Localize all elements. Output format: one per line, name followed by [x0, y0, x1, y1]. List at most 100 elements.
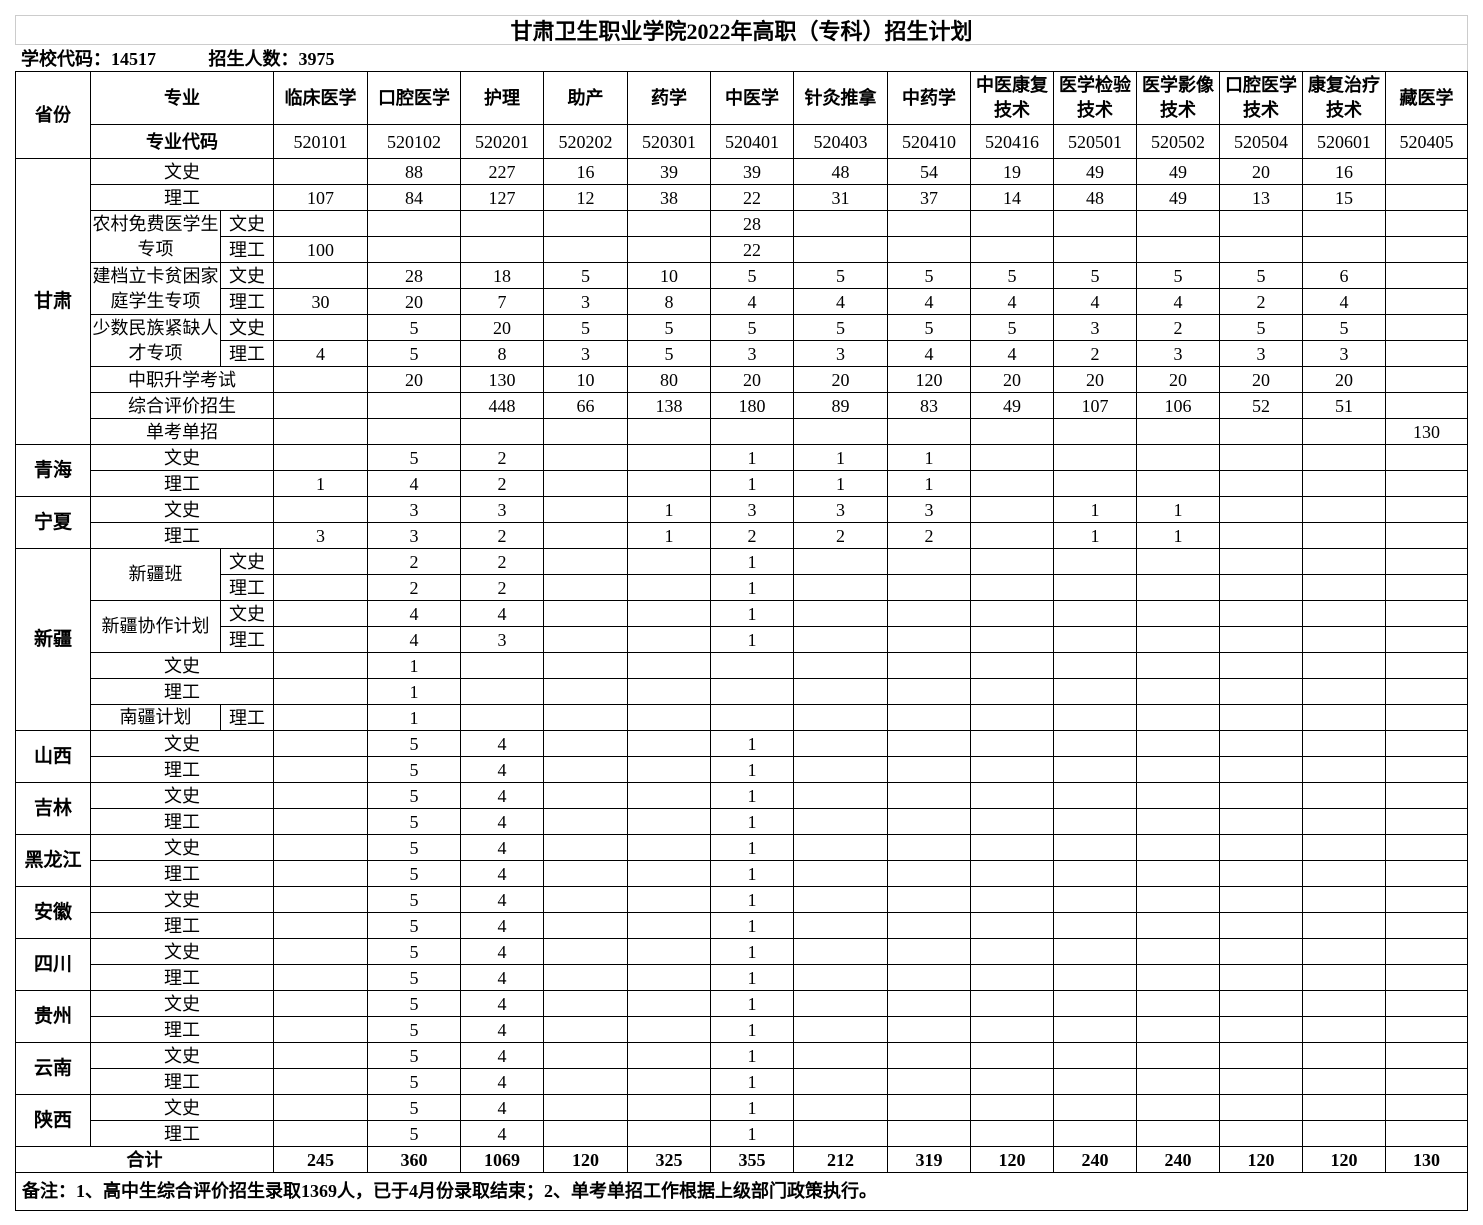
quota-cell	[887, 912, 971, 939]
quota-cell	[1302, 1042, 1386, 1069]
quota-cell	[273, 652, 368, 679]
quota-cell: 5	[367, 990, 461, 1017]
table-row: 理工 2 2 1	[16, 574, 1468, 601]
quota-cell	[1053, 730, 1137, 757]
quota-cell	[627, 236, 711, 263]
quota-cell	[543, 522, 628, 549]
quota-cell	[1302, 444, 1386, 471]
table-row: 甘肃 文史 88 227 16 39 39 48 54 19 49 49 20 16	[15, 158, 1468, 445]
quota-cell: 1	[710, 860, 794, 887]
quota-cell	[1136, 860, 1220, 887]
quota-cell: 2	[460, 470, 544, 497]
quota-cell	[627, 678, 711, 705]
quota-cell: 4	[460, 1094, 544, 1121]
category-label: 文史	[90, 158, 274, 185]
subject-label: 文史	[220, 262, 274, 289]
quota-cell: 28	[710, 210, 794, 237]
quota-cell	[1385, 730, 1468, 757]
quota-cell: 2	[460, 444, 544, 471]
quota-cell	[887, 886, 971, 913]
quota-cell	[1053, 834, 1137, 861]
total-cell: 130	[1385, 1146, 1468, 1173]
quota-cell	[627, 1042, 711, 1069]
quota-cell: 39	[710, 158, 794, 185]
subject-label: 文史	[220, 210, 274, 237]
table-row: 青海 文史 5 2 1 1 1	[15, 444, 1468, 497]
quota-cell	[970, 730, 1054, 757]
quota-cell	[1053, 964, 1137, 991]
quota-cell	[1385, 600, 1468, 627]
quota-cell: 1	[710, 912, 794, 939]
quota-cell	[543, 938, 628, 965]
quota-cell: 5	[1302, 314, 1386, 341]
quota-cell	[970, 444, 1054, 471]
quota-cell	[627, 210, 711, 237]
quota-cell	[1385, 444, 1468, 471]
quota-cell: 2	[1136, 314, 1220, 341]
table-row: 理工 5 4 1	[16, 964, 1468, 991]
quota-cell	[1136, 236, 1220, 263]
quota-cell	[273, 210, 368, 237]
quota-cell	[460, 678, 544, 705]
quota-cell	[543, 834, 628, 861]
quota-cell: 2	[460, 522, 544, 549]
quota-cell: 20	[460, 314, 544, 341]
quota-cell	[273, 834, 368, 861]
quota-cell	[970, 652, 1054, 679]
quota-cell	[1302, 808, 1386, 835]
quota-cell	[1385, 912, 1468, 939]
quota-cell: 6	[1302, 262, 1386, 289]
quota-cell: 48	[793, 158, 888, 185]
quota-cell	[1053, 210, 1137, 237]
quota-cell	[1219, 990, 1303, 1017]
table-row: 建档立卡贫困家庭学生专项 文史 28 18 5 10 5 5 5 5 5 5 5 6	[16, 262, 1468, 315]
table-row: 理工 30 20 7 3 8 4 4 4 4 4 4 2 4	[16, 288, 1468, 315]
sheet-title: 甘肃卫生职业学院2022年高职（专科）招生计划	[15, 15, 1468, 45]
quota-cell	[1302, 470, 1386, 497]
quota-cell	[627, 912, 711, 939]
quota-cell	[1302, 912, 1386, 939]
quota-cell	[1302, 782, 1386, 809]
quota-cell	[1053, 548, 1137, 575]
major-code: 520502	[1136, 124, 1220, 159]
category-label: 理工	[90, 964, 274, 991]
quota-cell	[970, 704, 1054, 731]
quota-cell: 48	[1053, 184, 1137, 211]
quota-cell	[1385, 782, 1468, 809]
major-name: 针灸推拿	[793, 71, 888, 125]
quota-cell	[1302, 548, 1386, 575]
quota-cell	[1053, 236, 1137, 263]
quota-cell: 12	[543, 184, 628, 211]
quota-cell	[543, 236, 628, 263]
quota-cell	[1053, 652, 1137, 679]
quota-cell	[1136, 652, 1220, 679]
quota-cell	[1219, 522, 1303, 549]
quota-cell	[1385, 470, 1468, 497]
quota-cell	[1302, 964, 1386, 991]
quota-cell	[1053, 1068, 1137, 1095]
quota-cell: 1	[710, 1016, 794, 1043]
quota-cell: 4	[367, 600, 461, 627]
quota-cell: 3	[460, 496, 544, 523]
quota-cell: 4	[970, 340, 1054, 367]
quota-cell	[793, 860, 888, 887]
quota-cell	[1385, 626, 1468, 653]
quota-cell: 1	[1136, 496, 1220, 523]
quota-cell	[1219, 938, 1303, 965]
quota-cell: 5	[367, 1120, 461, 1147]
quota-cell	[273, 392, 368, 419]
province-cell: 吉林	[15, 782, 91, 835]
quota-cell	[1053, 418, 1137, 445]
quota-cell: 107	[1053, 392, 1137, 419]
quota-cell: 1	[627, 522, 711, 549]
major-code-header: 专业代码	[90, 124, 274, 159]
quota-cell: 66	[543, 392, 628, 419]
quota-cell	[793, 912, 888, 939]
quota-cell: 5	[543, 262, 628, 289]
quota-cell	[887, 236, 971, 263]
quota-cell	[627, 470, 711, 497]
quota-cell: 1	[710, 1094, 794, 1121]
quota-cell: 22	[710, 184, 794, 211]
major-code: 520405	[1385, 124, 1468, 159]
quota-cell	[1385, 860, 1468, 887]
